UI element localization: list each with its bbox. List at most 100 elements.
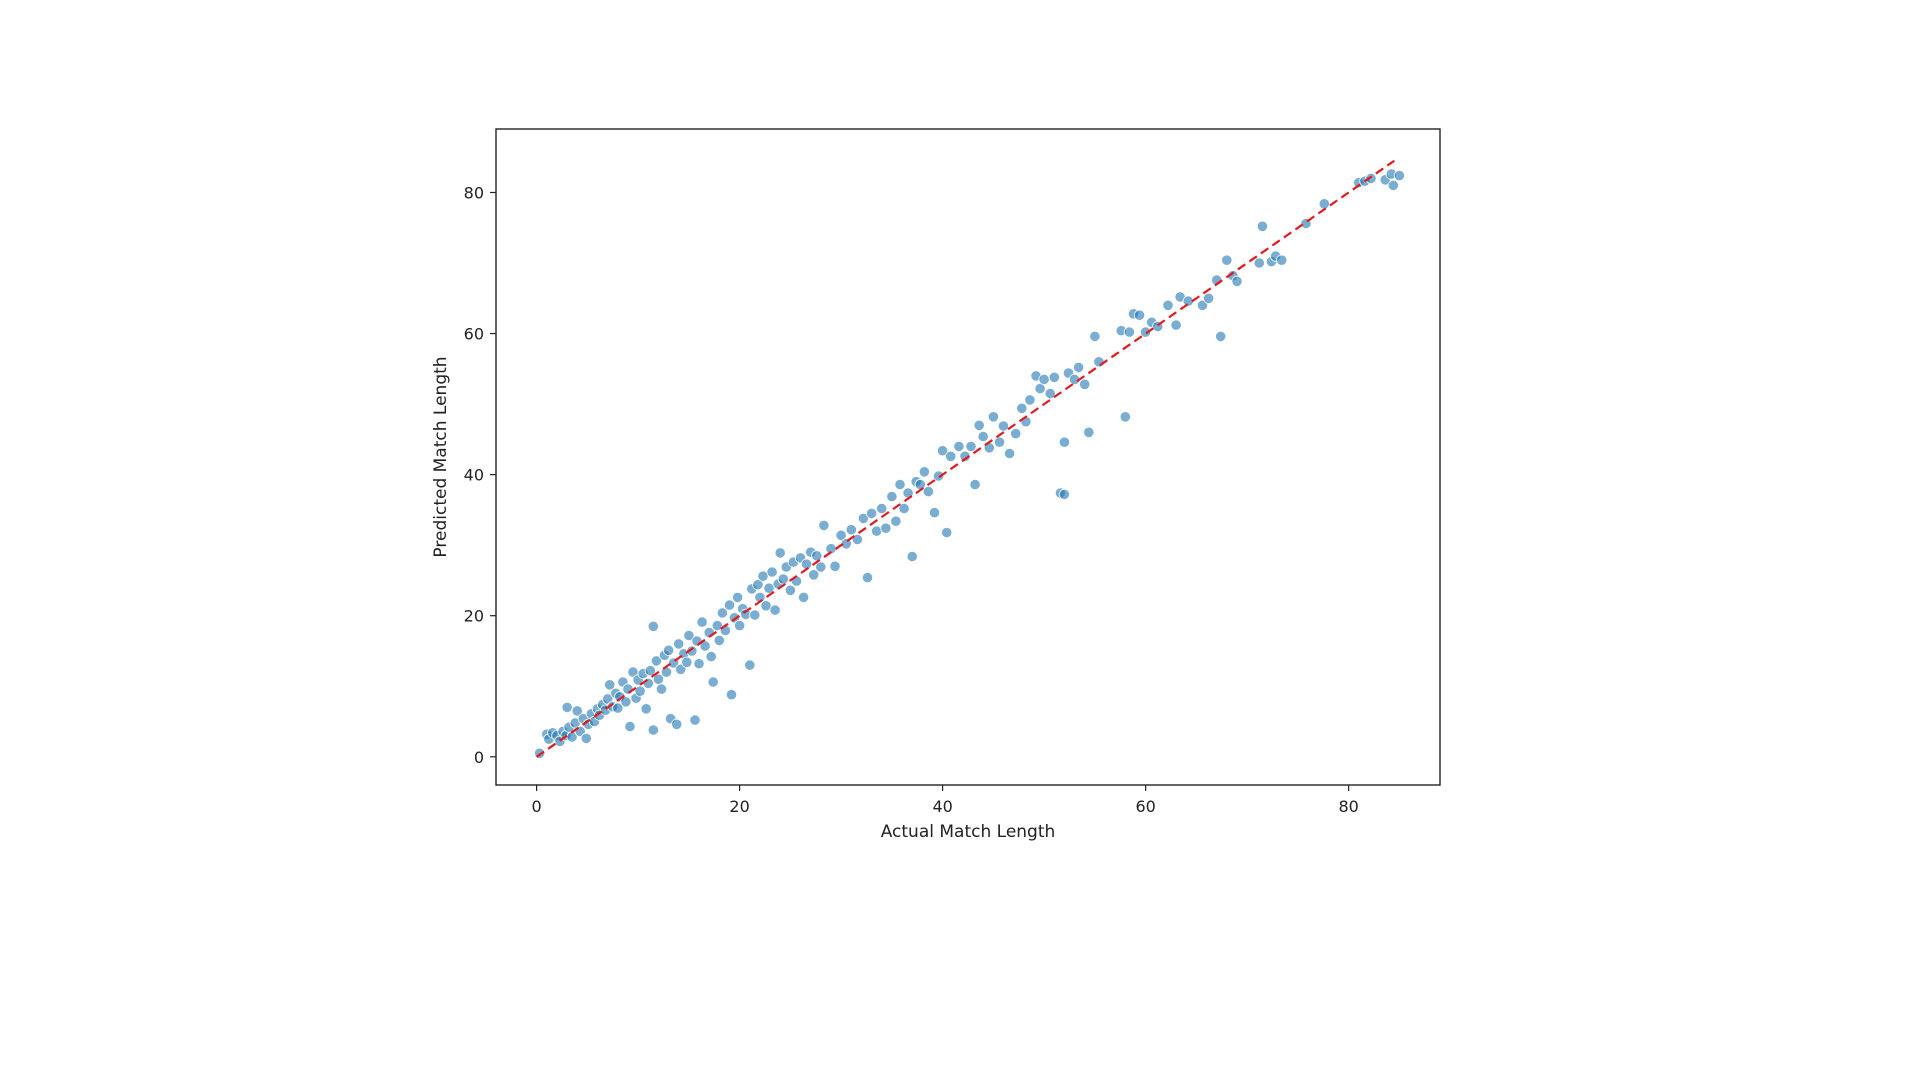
y-tick-label: 0: [474, 748, 484, 767]
data-point: [894, 478, 906, 491]
data-point: [928, 507, 941, 519]
data-point: [959, 450, 971, 462]
data-point: [561, 701, 573, 714]
data-point: [602, 693, 614, 705]
data-point: [811, 550, 823, 562]
data-point: [580, 732, 592, 745]
data-point: [612, 702, 624, 714]
data-point: [642, 677, 654, 690]
data-point: [705, 650, 717, 663]
data-point: [922, 485, 935, 498]
data-point: [681, 656, 693, 668]
data-point: [1073, 361, 1085, 373]
data-point: [622, 683, 634, 695]
reference-line-layer: [535, 159, 1395, 758]
data-point: [1010, 428, 1022, 440]
data-point: [1162, 299, 1174, 311]
data-point: [1058, 436, 1071, 448]
data-point: [647, 620, 659, 632]
data-point: [886, 490, 898, 503]
data-point: [1387, 179, 1399, 191]
data-point: [953, 440, 965, 452]
data-point: [840, 538, 852, 550]
data-point: [880, 522, 892, 534]
data-point: [683, 629, 695, 642]
data-point: [1024, 394, 1036, 406]
data-point: [1093, 356, 1105, 368]
data-point: [997, 420, 1010, 432]
data-point: [1119, 411, 1131, 423]
data-point: [760, 600, 772, 612]
data-point: [752, 579, 764, 591]
x-tick-label: 60: [1135, 797, 1155, 816]
data-point: [696, 616, 708, 628]
data-point: [744, 659, 756, 671]
y-tick-label: 60: [464, 325, 484, 344]
data-point: [1038, 373, 1050, 385]
data-point: [1123, 326, 1136, 338]
data-point: [624, 720, 636, 733]
data-point: [969, 478, 981, 491]
data-point: [640, 703, 652, 715]
data-point: [987, 411, 1000, 423]
data-point: [774, 547, 786, 559]
data-point: [1079, 378, 1091, 390]
data-point: [857, 512, 870, 525]
data-point: [906, 550, 918, 563]
data-point: [689, 714, 701, 726]
data-point: [936, 445, 949, 457]
data-point: [898, 502, 910, 515]
data-point: [716, 607, 729, 619]
y-axis-label: Predicted Match Length: [431, 356, 451, 557]
data-point: [918, 466, 931, 478]
data-point: [731, 591, 744, 604]
data-point: [914, 478, 926, 491]
data-point: [1048, 371, 1060, 383]
data-point: [1215, 330, 1227, 342]
data-point: [1089, 330, 1101, 342]
data-point: [829, 560, 841, 572]
data-point: [876, 502, 888, 515]
data-point: [644, 665, 656, 677]
data-point: [675, 663, 687, 675]
data-point: [723, 599, 736, 611]
data-point: [711, 619, 723, 632]
data-point: [707, 676, 719, 688]
y-tick-label: 80: [464, 183, 484, 202]
x-tick-label: 40: [932, 797, 952, 816]
data-point: [941, 526, 953, 539]
data-point: [1365, 172, 1377, 184]
data-point: [1140, 326, 1152, 338]
data-point: [1256, 220, 1269, 232]
data-point: [757, 570, 769, 582]
data-point: [693, 658, 705, 670]
data-point: [808, 569, 820, 581]
data-point: [725, 689, 738, 701]
data-point: [650, 655, 663, 667]
data-point: [965, 440, 977, 452]
data-point: [571, 705, 583, 717]
data-point: [777, 573, 789, 585]
data-point: [1003, 447, 1016, 460]
data-point: [671, 718, 683, 730]
data-point: [620, 696, 632, 708]
data-point: [1318, 198, 1330, 210]
points-layer: [533, 168, 1406, 759]
data-point: [662, 644, 675, 656]
data-point: [945, 450, 957, 462]
data-point: [815, 561, 827, 573]
data-point: [993, 436, 1006, 448]
data-point: [1034, 382, 1046, 395]
data-point: [845, 524, 857, 536]
data-point: [647, 724, 659, 736]
data-point: [634, 685, 646, 697]
data-point: [673, 638, 685, 650]
y-tick-label: 40: [464, 466, 484, 485]
data-point: [973, 419, 985, 431]
data-point: [835, 529, 847, 541]
data-point: [604, 679, 616, 691]
data-point: [652, 673, 665, 685]
data-point: [1393, 170, 1406, 182]
